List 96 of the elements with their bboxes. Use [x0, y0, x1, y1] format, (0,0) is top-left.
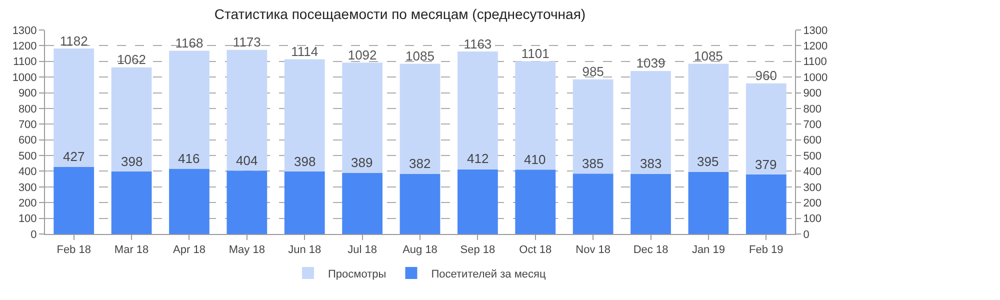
- y2-tick-label: 1300: [803, 24, 828, 37]
- y2-tick-label: 500: [803, 150, 822, 162]
- y2-tick-label: 0: [803, 228, 810, 241]
- y-tick-label: 800: [18, 103, 37, 116]
- x-tick-label: Sep 18: [460, 244, 496, 256]
- bar: [515, 61, 556, 170]
- x-tick-label: Jan 19: [692, 244, 725, 256]
- bar: [688, 172, 729, 234]
- total-label: 1085: [694, 48, 723, 64]
- legend-label: Просмотры: [328, 268, 386, 280]
- bar: [342, 172, 382, 234]
- y-tick-label: 1200: [12, 40, 37, 53]
- y2-tick-label: 300: [803, 182, 822, 194]
- bar: [226, 170, 268, 234]
- x-tick-label: Jul 18: [348, 244, 377, 256]
- data-label: 383: [640, 156, 662, 171]
- total-label: 1163: [464, 36, 492, 52]
- data-label: 385: [582, 156, 604, 171]
- y-tick-label: 0: [30, 228, 37, 241]
- total-label: 1173: [232, 34, 261, 50]
- bar: [688, 64, 729, 172]
- x-tick-label: Dec 18: [633, 244, 668, 256]
- y2-tick-label: 1200: [803, 40, 828, 53]
- bar: [630, 70, 671, 174]
- y2-tick-label: 600: [803, 134, 822, 147]
- x-tick-label: Oct 18: [519, 244, 552, 256]
- x-tick-label: Feb 18: [56, 244, 91, 256]
- y2-tick-label: 200: [803, 197, 822, 210]
- bar: [111, 67, 152, 172]
- total-label: 985: [582, 64, 604, 80]
- bar: [572, 174, 614, 234]
- y-tick-label: 1000: [12, 72, 37, 84]
- y2-tick-label: 400: [803, 166, 822, 178]
- bar: [54, 166, 94, 234]
- total-label: 1062: [117, 52, 146, 68]
- y-tick-label: 1300: [12, 24, 37, 37]
- bar: [226, 50, 268, 171]
- data-label: 379: [755, 157, 777, 172]
- x-tick-label: Mar 18: [114, 244, 149, 256]
- bar: [572, 79, 614, 174]
- y2-tick-label: 1100: [803, 56, 827, 68]
- data-label: 427: [63, 149, 85, 164]
- data-label: 382: [409, 156, 431, 171]
- bar: [458, 169, 498, 234]
- x-tick-label: Aug 18: [402, 244, 438, 256]
- y-tick-label: 400: [18, 166, 37, 178]
- bar: [284, 172, 325, 234]
- total-label: 1168: [175, 35, 204, 50]
- total-label: 1085: [406, 48, 434, 64]
- y-tick-label: 100: [18, 213, 37, 226]
- data-label: 398: [121, 154, 143, 169]
- data-label: 395: [697, 154, 719, 169]
- y2-tick-label: 1000: [803, 72, 828, 84]
- y2-tick-label: 700: [803, 119, 822, 131]
- chart-title: Статистика посещаемости по месяцам (среднесуточная): [214, 6, 586, 22]
- data-label: 398: [294, 154, 316, 169]
- bar: [458, 52, 498, 170]
- bar: [746, 174, 786, 234]
- bar: [515, 170, 556, 234]
- y-tick-label: 300: [18, 182, 37, 194]
- y-tick-label: 600: [18, 134, 37, 147]
- data-label: 412: [467, 151, 489, 166]
- x-tick-label: Nov 18: [576, 244, 611, 256]
- y-tick-label: 200: [18, 197, 37, 210]
- x-tick-label: Feb 19: [749, 244, 784, 256]
- data-label: 389: [351, 155, 373, 170]
- x-tick-label: Jun 18: [288, 244, 322, 256]
- total-label: 1101: [521, 46, 550, 61]
- bar: [169, 50, 210, 169]
- bar: [54, 48, 94, 167]
- total-label: 1114: [291, 44, 318, 59]
- total-label: 1039: [636, 56, 666, 71]
- y2-tick-label: 800: [803, 103, 822, 116]
- x-tick-label: May 18: [228, 244, 265, 256]
- total-label: 960: [755, 68, 777, 84]
- x-tick-label: Apr 18: [173, 244, 206, 256]
- y-tick-label: 700: [18, 119, 37, 131]
- bar: [111, 172, 152, 234]
- total-label: 1092: [348, 47, 377, 62]
- data-label: 404: [236, 153, 258, 168]
- bar: [630, 174, 671, 234]
- y-tick-label: 1100: [13, 56, 37, 68]
- bar: [400, 64, 440, 174]
- y-tick-label: 500: [18, 150, 37, 162]
- bar: [169, 168, 210, 234]
- data-label: 410: [524, 152, 546, 167]
- total-label: 1182: [60, 33, 88, 48]
- y2-tick-label: 900: [803, 88, 822, 100]
- y2-tick-label: 100: [803, 213, 822, 226]
- y-tick-label: 900: [18, 88, 37, 100]
- data-label: 416: [178, 151, 200, 166]
- bar: [342, 62, 382, 173]
- legend-label: Посетителей за месяц: [431, 268, 546, 280]
- bar: [746, 83, 786, 175]
- bar: [400, 174, 440, 234]
- bar: [284, 59, 325, 172]
